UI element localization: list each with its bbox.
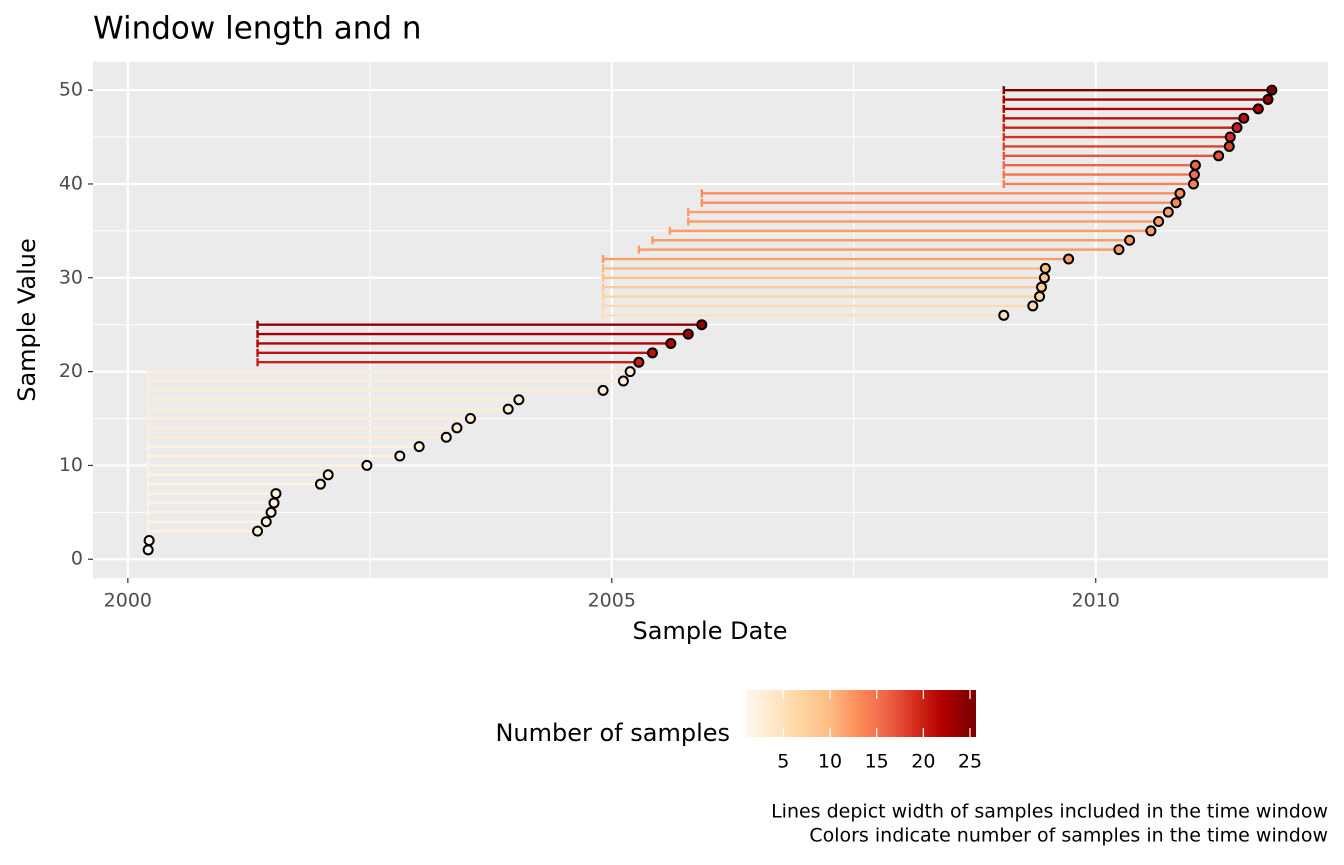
colorbar [746, 690, 970, 737]
point [1162, 206, 1174, 218]
point [1038, 272, 1050, 284]
point [1188, 169, 1200, 181]
point [413, 441, 425, 453]
caption: Lines depict width of samples included i… [771, 801, 1328, 823]
point [624, 366, 636, 378]
point [597, 384, 609, 396]
point [1262, 94, 1274, 106]
y-tick-label: 0 [71, 548, 83, 570]
colorbar-tick-label: 5 [777, 751, 789, 773]
point [1063, 253, 1075, 265]
y-axis-title: Sample Value [13, 238, 41, 402]
colorbar-end [970, 690, 976, 737]
point [1036, 281, 1048, 293]
point [665, 337, 677, 349]
point [322, 469, 334, 481]
point [1213, 150, 1225, 162]
legend-title: Number of samples [495, 719, 730, 747]
colorbar-tick-label: 15 [865, 751, 889, 773]
point [142, 544, 154, 556]
y-tick-label: 20 [59, 360, 83, 382]
point [1034, 291, 1046, 303]
point [513, 394, 525, 406]
point [270, 488, 282, 500]
point [265, 506, 277, 518]
chart-title: Window length and n [93, 11, 422, 47]
point [252, 525, 264, 537]
point [1153, 215, 1165, 227]
x-tick-label: 2005 [588, 590, 636, 612]
y-tick-label: 30 [59, 266, 83, 288]
x-tick-label: 2000 [104, 590, 152, 612]
colorbar-tick-label: 25 [958, 751, 982, 773]
point [1113, 244, 1125, 256]
point [440, 431, 452, 443]
x-axis-title: Sample Date [633, 617, 788, 645]
y-tick-label: 10 [59, 454, 83, 476]
point [268, 497, 280, 509]
caption: Colors indicate number of samples in the… [809, 825, 1328, 847]
point [143, 534, 155, 546]
point [633, 356, 645, 368]
point [1266, 84, 1278, 96]
point [451, 422, 463, 434]
point [646, 347, 658, 359]
point [502, 403, 514, 415]
point [998, 309, 1010, 321]
point [464, 413, 476, 425]
point [1145, 225, 1157, 237]
y-tick-label: 50 [59, 79, 83, 101]
point [394, 450, 406, 462]
point [617, 375, 629, 387]
point [1039, 262, 1051, 274]
x-tick-label: 2010 [1072, 590, 1120, 612]
point [1252, 103, 1264, 115]
point [1187, 178, 1199, 190]
panel [93, 62, 1328, 578]
colorbar-tick-label: 10 [818, 751, 842, 773]
point [1170, 197, 1182, 209]
point [1189, 159, 1201, 171]
point [361, 459, 373, 471]
point [696, 319, 708, 331]
point [1174, 187, 1186, 199]
point [1027, 300, 1039, 312]
point [1224, 131, 1236, 143]
colorbar-tick-label: 20 [911, 751, 935, 773]
point [1124, 234, 1136, 246]
y-tick-label: 40 [59, 172, 83, 194]
point [260, 516, 272, 528]
point [1238, 112, 1250, 124]
point [314, 478, 326, 490]
point [682, 328, 694, 340]
point [1223, 140, 1235, 152]
point [1231, 122, 1243, 134]
